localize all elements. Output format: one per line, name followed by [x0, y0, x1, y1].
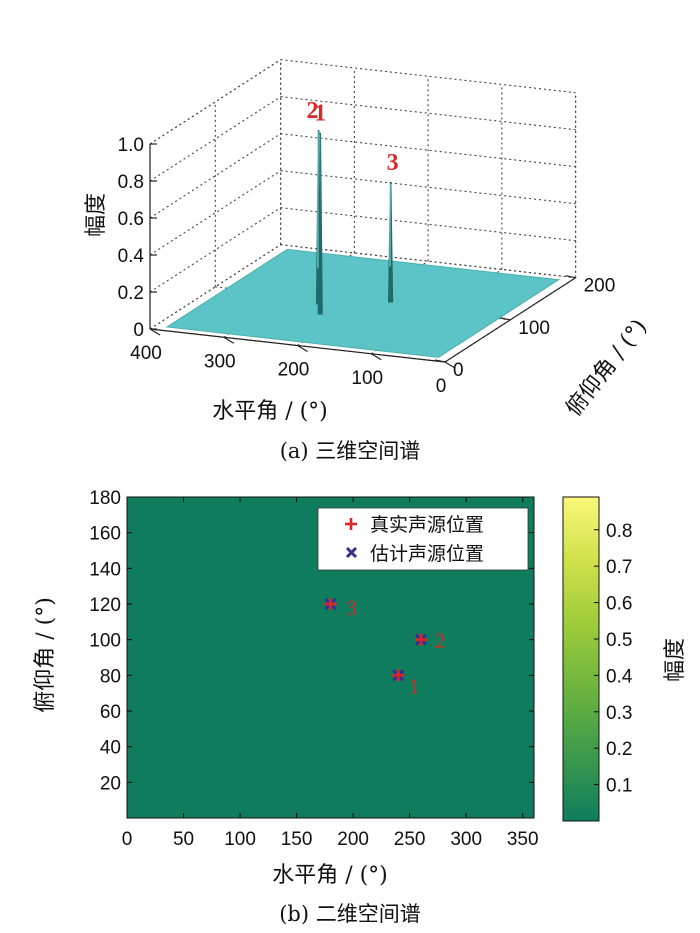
x-axis-label: 水平角 / (°) [212, 399, 328, 424]
z-tick-label: 0 [133, 320, 144, 341]
y-axis-label: 俯仰角 / (°) [561, 315, 652, 421]
y-tick-label: 40 [100, 738, 121, 759]
x-tick-label: 300 [450, 829, 482, 850]
true-marker [324, 598, 337, 610]
y-tick-label: 0 [453, 360, 464, 381]
source-label: 1 [408, 674, 419, 698]
x-tick-label: 0 [122, 829, 133, 850]
colorbar-tick-label: 0.6 [606, 594, 632, 615]
grid-line [149, 96, 281, 182]
y-axis-label: 俯仰角 / (°) [33, 597, 58, 713]
legend-box [317, 507, 529, 571]
z-tick-label: 0.8 [118, 172, 144, 193]
x-tick-label: 350 [507, 829, 539, 850]
grid-line [149, 59, 281, 145]
source-label: 2 [435, 629, 446, 653]
grid-line [149, 133, 281, 219]
peak-label: 2 [307, 98, 319, 124]
y-tick-label: 180 [89, 488, 121, 509]
legend-label-estimated: 估计声源位置 [370, 543, 484, 565]
colorbar-tick-label: 0.5 [606, 630, 632, 651]
legend-label-true: 真实声源位置 [370, 514, 484, 536]
spectrum-peak [315, 130, 322, 305]
x-axis-label: 水平角 / (°) [272, 863, 388, 888]
colorbar-tick-label: 0.1 [606, 776, 632, 797]
colorbar-tick-label: 0.8 [606, 521, 632, 542]
x-tick-label: 400 [130, 343, 162, 364]
y-tick [565, 275, 576, 279]
colorbar-tick-label: 0.7 [606, 557, 632, 578]
peak-label: 1 [314, 101, 326, 127]
x-tick [149, 328, 161, 336]
x-tick-label: 200 [337, 829, 369, 850]
grid-line [149, 207, 281, 293]
y-tick [500, 317, 511, 321]
spectrum-peak [388, 181, 394, 303]
x-tick [297, 344, 308, 353]
grid-line [149, 170, 281, 256]
grid-line [149, 244, 281, 330]
y-tick [434, 359, 446, 363]
peak-label: 3 [387, 150, 399, 176]
spectrum-surface [165, 248, 561, 358]
y-tick-label: 160 [89, 524, 121, 545]
x-tick-label: 100 [351, 368, 383, 389]
colorbar-tick-label: 0.4 [606, 666, 633, 687]
x-tick-label: 0 [436, 376, 447, 397]
x-tick-label: 150 [281, 829, 313, 850]
legend-cross-icon [345, 546, 358, 559]
z-tick-label: 0.2 [118, 283, 144, 304]
z-tick-label: 0.6 [118, 209, 144, 230]
x-tick-label: 300 [204, 351, 236, 372]
x-tick-label: 50 [173, 829, 194, 850]
colorbar [562, 496, 600, 822]
z-tick-label: 0.4 [118, 246, 145, 267]
source-label: 3 [347, 596, 358, 620]
x-tick [370, 353, 382, 361]
x-tick-label: 100 [224, 829, 256, 850]
y-tick-label: 100 [518, 318, 550, 339]
z-tick-label: 1.0 [118, 135, 144, 156]
y-tick-label: 20 [100, 773, 121, 794]
y-tick-label: 120 [89, 595, 121, 616]
colorbar-tick-label: 0.2 [606, 739, 632, 760]
true-marker [414, 633, 427, 646]
colorbar-tick-label: 0.3 [606, 703, 632, 724]
caption-a: (a) 三维空间谱 [280, 439, 421, 463]
x-tick [223, 336, 235, 344]
z-axis-label: 幅度 [84, 193, 109, 237]
plot-frame [126, 496, 535, 819]
chart-2d-spectrum: 0 50 100 150 200 250 300 350 20 40 60 80 100 120 140 16… [33, 488, 688, 926]
x-tick [444, 361, 456, 369]
y-tick-label: 100 [89, 631, 121, 652]
x-tick-label: 250 [394, 829, 426, 850]
true-marker [392, 669, 405, 682]
y-tick-label: 200 [584, 276, 616, 297]
y-tick-label: 140 [89, 559, 121, 580]
y-tick-label: 80 [100, 666, 121, 687]
caption-b: (b) 二维空间谱 [279, 902, 421, 926]
y-tick-label: 60 [100, 702, 121, 723]
colorbar-label: 幅度 [663, 638, 688, 682]
x-tick-label: 200 [278, 360, 310, 381]
